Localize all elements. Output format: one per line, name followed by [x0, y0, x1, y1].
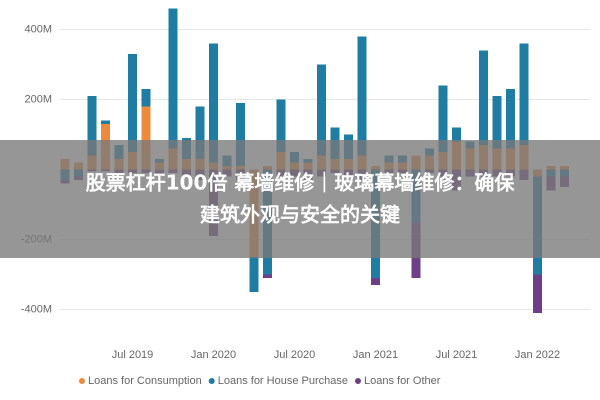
bar-segment: [357, 36, 367, 156]
y-tick-label: 400M: [24, 23, 52, 35]
bar-segment: [236, 103, 245, 166]
bar-segment: [195, 106, 205, 159]
bar-segment: [128, 54, 137, 152]
bar-segment: [168, 8, 178, 149]
bar-segment: [519, 43, 529, 145]
bar-segment: [276, 99, 286, 152]
bar-segment: [209, 43, 218, 163]
bar-segment: [101, 120, 110, 124]
bar-segment: [141, 106, 151, 170]
overlay-banner: [0, 140, 600, 258]
bar-segment: [317, 64, 326, 156]
legend-marker: [208, 378, 215, 384]
legend-label: Loans for Consumption: [88, 375, 202, 387]
overlay-text: 股票杠杆100倍 幕墙维修｜玻璃幕墙维修：确保: [86, 171, 516, 195]
x-tick-label: Jul 2021: [436, 349, 478, 361]
x-tick-label: Jan 2020: [191, 349, 236, 361]
x-tick-label: Jul 2019: [112, 349, 154, 361]
legend-marker: [79, 378, 85, 384]
x-tick-label: Jan 2021: [353, 349, 398, 361]
bar-segment: [438, 85, 448, 152]
legend-label: Loans for House Purchase: [218, 375, 348, 387]
bar-segment: [249, 257, 259, 292]
bar-segment: [87, 96, 97, 156]
x-tick-label: Jul 2020: [274, 349, 316, 361]
bar-segment: [506, 89, 515, 149]
bar-segment: [479, 50, 488, 145]
overlay-text: 建筑外观与安全的关键: [200, 203, 400, 227]
bar-segment: [371, 278, 380, 285]
bar-segment: [263, 274, 272, 278]
bar-segment: [141, 89, 151, 107]
x-tick-label: Jan 2022: [515, 349, 560, 361]
y-tick-label: 200M: [24, 93, 52, 105]
bar-segment: [492, 96, 502, 149]
bar-segment: [533, 274, 542, 313]
legend-marker: [354, 378, 361, 384]
bar-segment: [452, 127, 461, 142]
y-tick-label: -400M: [21, 303, 52, 315]
legend-label: Loans for Other: [364, 375, 441, 387]
